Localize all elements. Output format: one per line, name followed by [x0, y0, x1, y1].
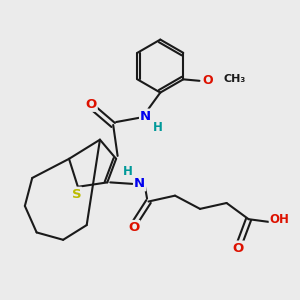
Text: O: O	[128, 221, 140, 234]
Text: CH₃: CH₃	[224, 74, 246, 84]
Text: O: O	[202, 74, 213, 87]
Text: S: S	[72, 188, 81, 201]
Text: O: O	[85, 98, 97, 111]
Text: H: H	[123, 165, 133, 178]
Text: N: N	[134, 177, 145, 190]
Text: N: N	[140, 110, 151, 123]
Text: OH: OH	[270, 213, 290, 226]
Text: O: O	[233, 242, 244, 254]
Text: H: H	[153, 121, 163, 134]
